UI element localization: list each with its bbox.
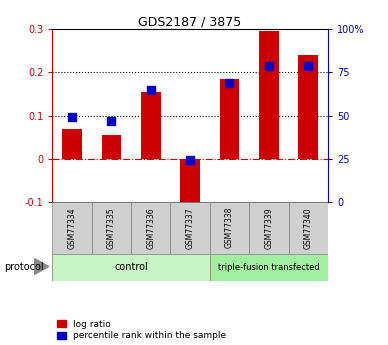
Text: GSM77334: GSM77334: [68, 207, 76, 248]
Bar: [210, 254, 328, 281]
Text: GSM77336: GSM77336: [146, 207, 155, 248]
Text: GSM77340: GSM77340: [304, 207, 313, 248]
Point: [187, 157, 193, 162]
Text: GSM77335: GSM77335: [107, 207, 116, 248]
Text: GSM77339: GSM77339: [264, 207, 273, 248]
Bar: [220, 79, 239, 159]
Point: [69, 115, 75, 120]
Bar: [180, 159, 200, 204]
Bar: [102, 135, 121, 159]
Text: GSM77338: GSM77338: [225, 207, 234, 248]
Bar: [170, 202, 210, 254]
Point: [226, 80, 232, 86]
Bar: [298, 55, 318, 159]
Legend: log ratio, percentile rank within the sample: log ratio, percentile rank within the sa…: [57, 320, 226, 341]
Point: [305, 63, 311, 68]
Point: [148, 87, 154, 92]
Bar: [52, 202, 92, 254]
Bar: [92, 202, 131, 254]
Text: control: control: [114, 263, 148, 272]
Point: [108, 118, 114, 124]
Polygon shape: [35, 259, 49, 274]
Bar: [210, 202, 249, 254]
Text: triple-fusion transfected: triple-fusion transfected: [218, 263, 320, 272]
Text: protocol: protocol: [4, 263, 43, 272]
Bar: [52, 254, 210, 281]
Bar: [249, 202, 289, 254]
Text: GSM77337: GSM77337: [185, 207, 195, 248]
Title: GDS2187 / 3875: GDS2187 / 3875: [139, 15, 242, 28]
Bar: [259, 31, 279, 159]
Point: [266, 63, 272, 68]
Bar: [62, 129, 82, 159]
Bar: [289, 202, 328, 254]
Bar: [131, 202, 170, 254]
Bar: [141, 92, 161, 159]
